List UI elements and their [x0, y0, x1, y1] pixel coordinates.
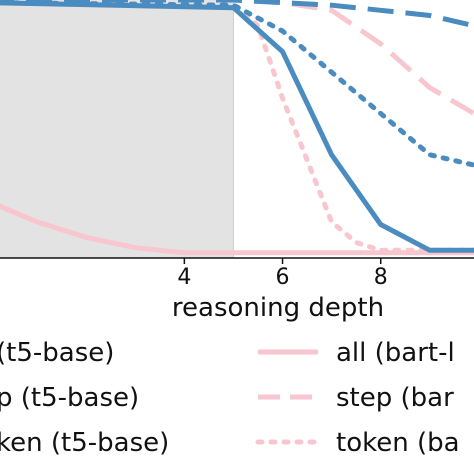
- shaded-region: [0, 0, 234, 258]
- x-tick-label: 8: [374, 265, 388, 290]
- series-line-token-t5-base-: [0, 0, 474, 168]
- legend-label: step (bar: [336, 383, 454, 413]
- x-tick-label: 4: [177, 265, 191, 290]
- legend: (t5-base) p (t5-base) ken (t5-base) all (ba…: [0, 338, 460, 458]
- legend-label: token (ba: [336, 428, 460, 458]
- legend-label: (t5-base): [0, 338, 114, 368]
- x-tick-label: 6: [276, 265, 290, 290]
- legend-label: all (bart-l: [336, 338, 455, 368]
- series-line-step-t5-base-: [0, 0, 474, 29]
- x-ticks: 4 6 8: [177, 258, 388, 290]
- plot-area: [0, 0, 474, 259]
- legend-label: ken (t5-base): [0, 428, 169, 458]
- x-axis-label: reasoning depth: [172, 293, 384, 323]
- series-line-step-bar: [0, 0, 474, 116]
- legend-label: p (t5-base): [0, 383, 139, 413]
